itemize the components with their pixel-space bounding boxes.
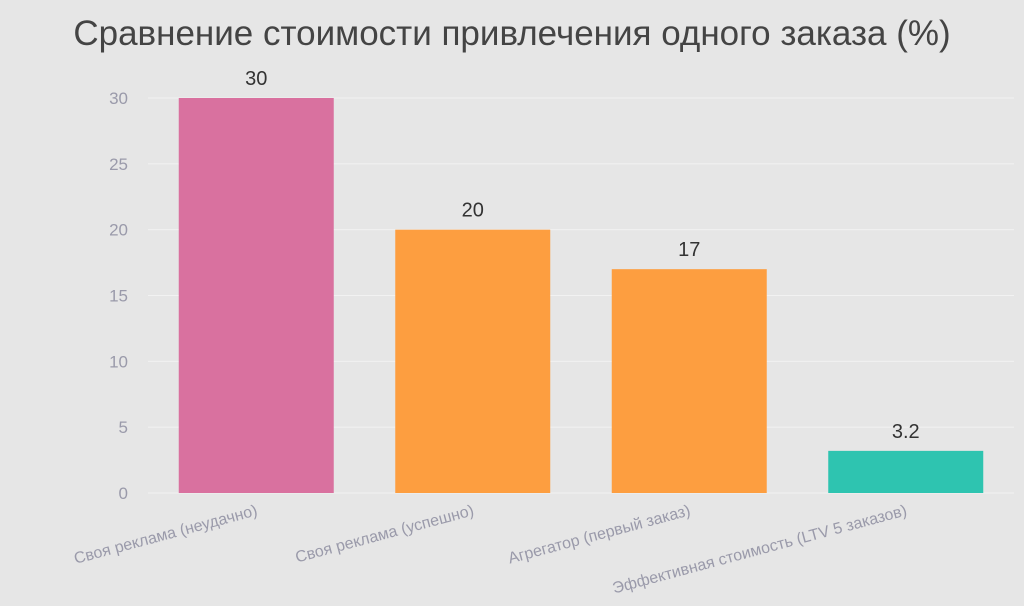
y-tick-label: 15 xyxy=(109,287,128,306)
y-tick-label: 10 xyxy=(109,352,128,371)
data-label: 30 xyxy=(245,68,267,90)
y-tick-label: 25 xyxy=(109,155,128,174)
chart-title: Сравнение стоимости привлечения одного з… xyxy=(73,14,951,53)
x-tick-label: Своя реклама (успешно) xyxy=(294,502,476,566)
bar xyxy=(178,98,334,493)
y-tick-label: 30 xyxy=(109,89,128,108)
data-label: 20 xyxy=(462,200,484,222)
y-tick-label: 5 xyxy=(119,418,128,437)
y-tick-label: 0 xyxy=(119,484,128,503)
bar xyxy=(395,229,551,493)
bar xyxy=(611,269,767,493)
x-tick-label: Своя реклама (неудачно) xyxy=(72,502,259,567)
y-tick-label: 20 xyxy=(109,221,128,240)
data-label: 3.2 xyxy=(892,421,920,443)
data-label: 17 xyxy=(678,239,700,261)
bar xyxy=(828,450,984,493)
x-tick-label: Агрегатор (первый заказ) xyxy=(506,502,692,567)
